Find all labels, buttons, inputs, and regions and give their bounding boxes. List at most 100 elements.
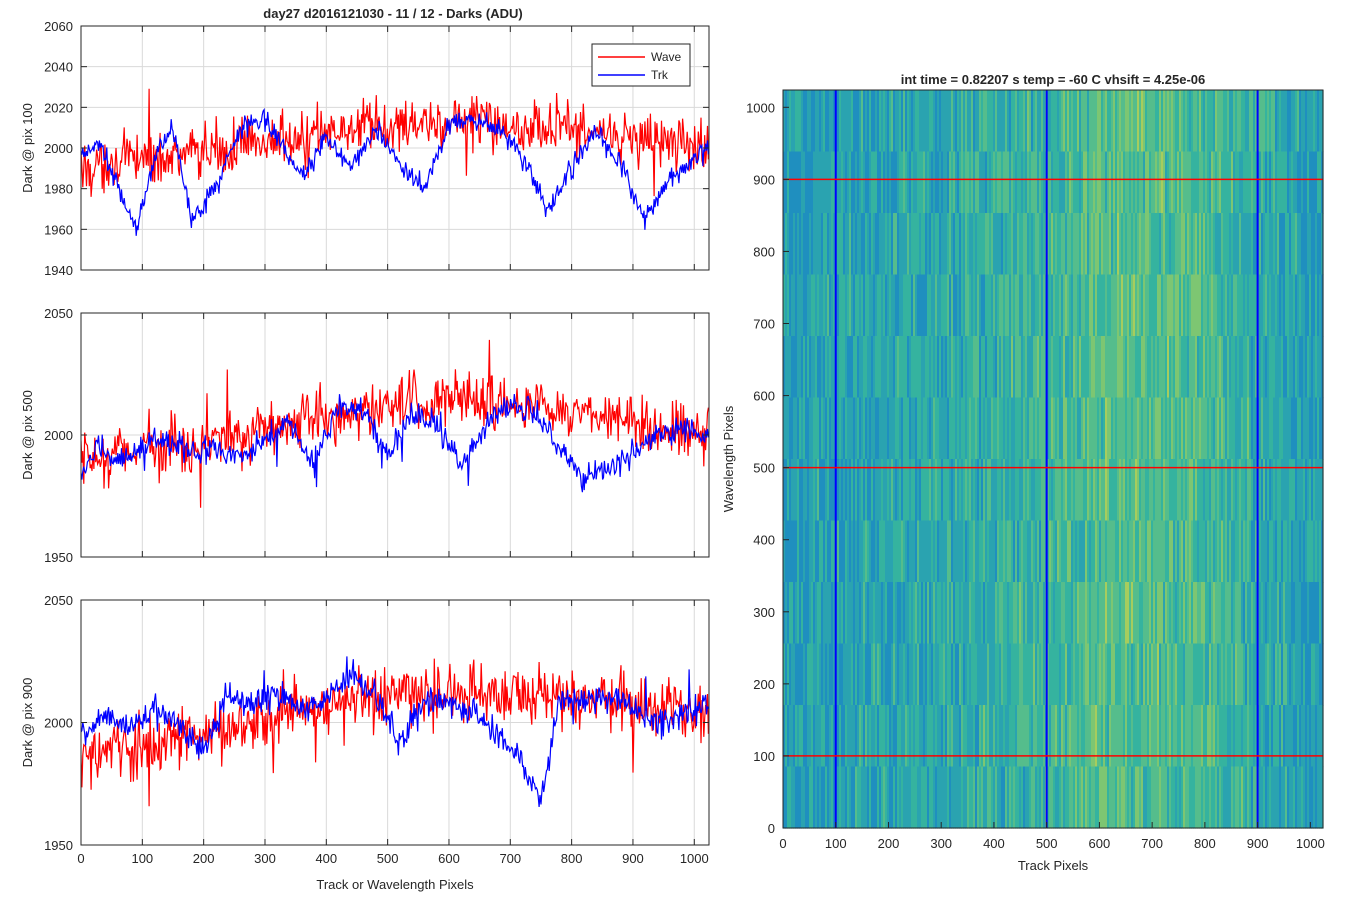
heatmap-cell xyxy=(1109,520,1112,583)
heatmap-cell xyxy=(1157,582,1160,645)
heatmap-cell xyxy=(1133,90,1136,153)
heatmap-cell xyxy=(1283,643,1286,706)
heatmap-cell xyxy=(1279,336,1282,399)
heatmap-cell xyxy=(795,705,798,768)
heatmap-cell xyxy=(977,213,980,276)
heatmap-cell xyxy=(1017,582,1020,645)
heatmap-cell xyxy=(1277,766,1280,829)
heatmap-cell xyxy=(857,213,860,276)
heatmap-cell xyxy=(1269,705,1272,768)
heatmap-cell xyxy=(957,705,960,768)
x-tick-label: 500 xyxy=(377,851,399,866)
heatmap-cell xyxy=(1075,90,1078,153)
heatmap-cell xyxy=(1307,274,1310,337)
heatmap-cell xyxy=(1157,520,1160,583)
heatmap-cell xyxy=(865,151,868,214)
heatmap-cell xyxy=(1247,336,1250,399)
heatmap-cell xyxy=(815,274,818,337)
heatmap-cell xyxy=(1083,274,1086,337)
heatmap-cell xyxy=(1115,520,1118,583)
heatmap-cell xyxy=(1125,705,1128,768)
heatmap-cell xyxy=(1077,397,1080,460)
heatmap-cell xyxy=(875,397,878,460)
heatmap-cell xyxy=(963,459,966,522)
heatmap-cell xyxy=(873,582,876,645)
heatmap-cell xyxy=(1171,90,1174,153)
heatmap-cell xyxy=(915,643,918,706)
heatmap-cell xyxy=(1189,582,1192,645)
heatmap-cell xyxy=(1131,705,1134,768)
y-tick-label: 1960 xyxy=(44,222,73,237)
heatmap-cell xyxy=(893,274,896,337)
heatmap-cell xyxy=(827,520,830,583)
heatmap-cell xyxy=(859,274,862,337)
heatmap-cell xyxy=(949,213,952,276)
heatmap-cell xyxy=(1275,151,1278,214)
heatmap-cell xyxy=(1087,336,1090,399)
heatmap-cell xyxy=(1173,90,1176,153)
heatmap-cell xyxy=(903,336,906,399)
heatmap-cell xyxy=(885,274,888,337)
heatmap-cell xyxy=(875,766,878,829)
heatmap-cell xyxy=(1301,582,1304,645)
heatmap-cell xyxy=(801,520,804,583)
heatmap-cell xyxy=(937,90,940,153)
x-tick-label: 800 xyxy=(561,851,583,866)
heatmap-cell xyxy=(1233,274,1236,337)
heatmap-cell xyxy=(787,274,790,337)
heatmap-cell xyxy=(1073,336,1076,399)
heatmap-cell xyxy=(1157,397,1160,460)
heatmap-cell xyxy=(917,397,920,460)
heatmap-cell xyxy=(891,643,894,706)
heatmap-cell xyxy=(1297,766,1300,829)
heatmap-cell xyxy=(1249,582,1252,645)
heatmap-cell xyxy=(1029,274,1032,337)
heatmap-cell xyxy=(879,520,882,583)
heatmap-cell xyxy=(1021,336,1024,399)
heatmap-cell xyxy=(901,397,904,460)
heatmap-cell xyxy=(829,766,832,829)
heatmap-cell xyxy=(915,520,918,583)
heatmap-cell xyxy=(1195,520,1198,583)
heatmap-cell xyxy=(1067,705,1070,768)
heatmap-cell xyxy=(1247,90,1250,153)
heatmap-cell xyxy=(1303,274,1306,337)
heatmap-cell xyxy=(783,520,786,583)
heatmap-cell xyxy=(1135,90,1138,153)
heatmap-cell xyxy=(1087,151,1090,214)
heatmap-cell xyxy=(1265,397,1268,460)
heatmap-cell xyxy=(1283,274,1286,337)
heatmap-cell xyxy=(1187,397,1190,460)
heatmap-cell xyxy=(891,336,894,399)
heatmap-cell xyxy=(1157,766,1160,829)
heatmap-cell xyxy=(1077,705,1080,768)
heatmap-cell xyxy=(919,520,922,583)
heatmap-cell xyxy=(993,520,996,583)
heatmap-cell xyxy=(811,274,814,337)
heatmap-cell xyxy=(997,582,1000,645)
heatmap-cell xyxy=(1073,520,1076,583)
heatmap-cell xyxy=(1113,274,1116,337)
heatmap-cell xyxy=(1297,336,1300,399)
heatmap-cell xyxy=(1035,459,1038,522)
heatmap-cell xyxy=(869,643,872,706)
heatmap-cell xyxy=(1221,705,1224,768)
heatmap-cell xyxy=(969,151,972,214)
heatmap-cell xyxy=(1311,705,1314,768)
heatmap-cell xyxy=(925,336,928,399)
heatmap-cell xyxy=(871,397,874,460)
heatmap-cell xyxy=(785,643,788,706)
heatmap-cell xyxy=(1265,520,1268,583)
heatmap-cell xyxy=(1093,705,1096,768)
heatmap-cell xyxy=(1073,397,1076,460)
heatmap-cell xyxy=(1275,643,1278,706)
heatmap-cell xyxy=(1123,274,1126,337)
heatmap-cell xyxy=(1187,213,1190,276)
heatmap-cell xyxy=(977,90,980,153)
heatmap-cell xyxy=(1319,582,1322,645)
heatmap-cell xyxy=(983,705,986,768)
heatmap-cell xyxy=(1013,582,1016,645)
heatmap-cell xyxy=(1279,705,1282,768)
heatmap-cell xyxy=(1125,151,1128,214)
heatmap-cell xyxy=(1281,520,1284,583)
